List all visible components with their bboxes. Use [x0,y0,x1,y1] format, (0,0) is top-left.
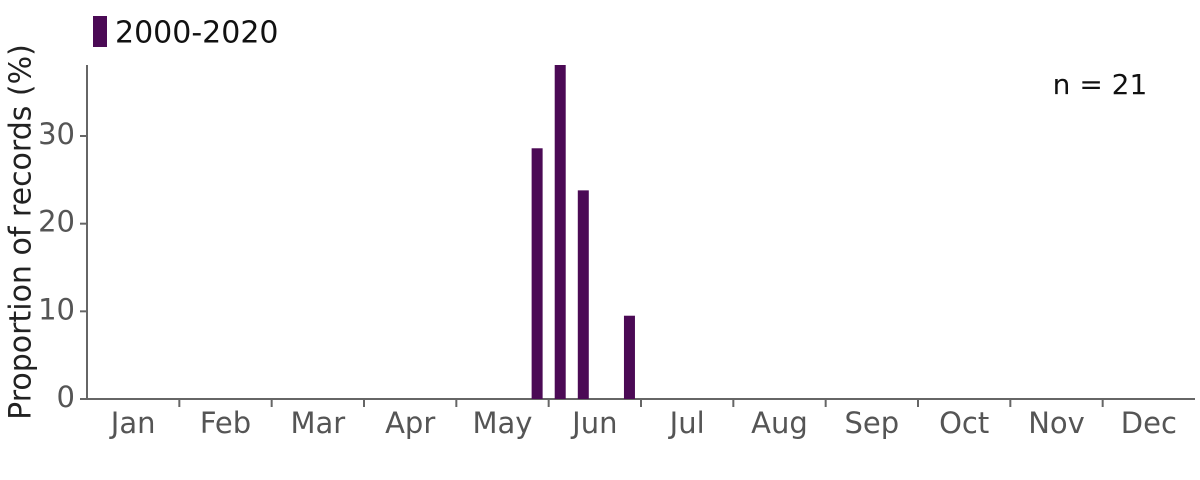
y-tick-label: 30 [38,117,75,151]
y-tick-label: 20 [38,205,75,239]
x-tick-label: Apr [385,406,435,440]
x-tick-label: Aug [751,406,808,440]
x-tick-label: Mar [290,406,345,440]
x-tick-label: Feb [200,406,251,440]
x-tick-label: Jan [109,406,156,440]
annotation: n = 21 [1053,68,1148,101]
x-tick-label: Jul [668,406,705,440]
bar [577,190,589,399]
legend-label: 2000-2020 [115,16,279,51]
bar [531,148,543,399]
x-tick-label: Jun [570,406,617,440]
y-tick-label: 0 [57,380,75,414]
y-axis-label: Proportion of records (%) [4,44,39,420]
y-tick-label: 10 [38,292,75,326]
bar [554,65,566,399]
x-tick-label: May [473,406,533,440]
x-tick-label: Nov [1028,406,1085,440]
x-tick-label: Sep [844,406,899,440]
x-tick-label: Oct [939,406,989,440]
x-tick-label: Dec [1121,406,1177,440]
legend-swatch [93,16,107,47]
bar [623,315,635,399]
